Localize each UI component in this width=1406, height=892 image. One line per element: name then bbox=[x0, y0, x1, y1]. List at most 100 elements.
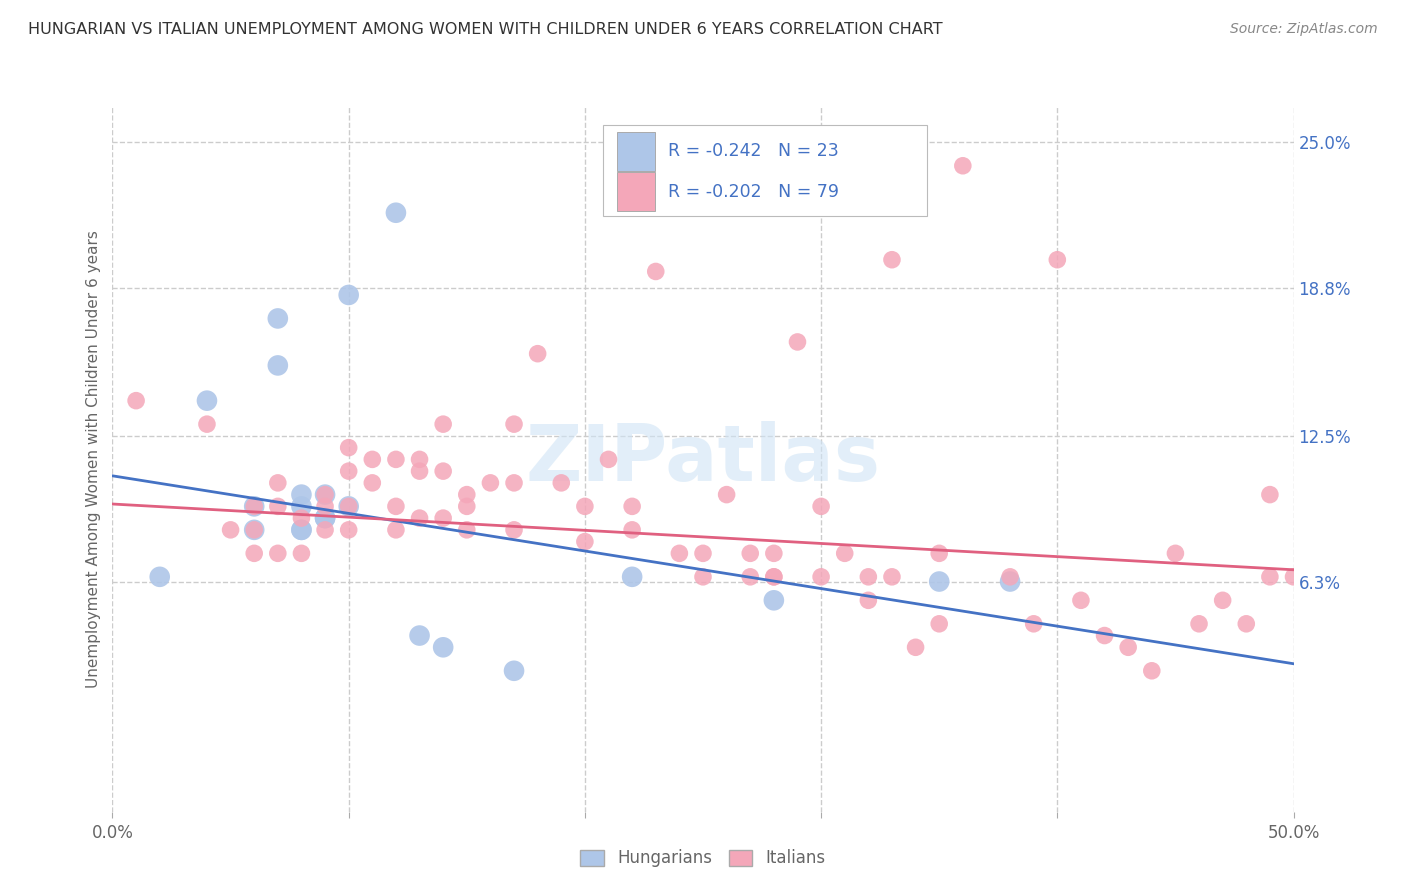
Point bbox=[598, 452, 620, 467]
Point bbox=[290, 523, 312, 537]
Point bbox=[456, 487, 478, 501]
Point bbox=[1070, 593, 1092, 607]
Text: ZIPatlas: ZIPatlas bbox=[526, 421, 880, 498]
Point bbox=[195, 417, 218, 431]
Point bbox=[786, 334, 808, 349]
Point bbox=[385, 452, 408, 467]
Point bbox=[267, 546, 290, 560]
Point bbox=[314, 523, 336, 537]
Point bbox=[574, 534, 596, 549]
Point bbox=[1022, 616, 1045, 631]
Point bbox=[928, 546, 950, 560]
Point bbox=[290, 523, 312, 537]
Point bbox=[314, 511, 336, 525]
Point bbox=[290, 546, 312, 560]
Point bbox=[692, 570, 714, 584]
Point bbox=[526, 346, 548, 360]
Point bbox=[385, 523, 408, 537]
Point bbox=[621, 500, 644, 514]
Point bbox=[692, 546, 714, 560]
Point bbox=[432, 417, 454, 431]
Point bbox=[503, 417, 526, 431]
Point bbox=[337, 523, 360, 537]
Point bbox=[361, 475, 384, 490]
Point bbox=[361, 452, 384, 467]
Y-axis label: Unemployment Among Women with Children Under 6 years: Unemployment Among Women with Children U… bbox=[86, 230, 101, 689]
Point bbox=[1234, 616, 1257, 631]
FancyBboxPatch shape bbox=[617, 132, 655, 170]
Point bbox=[195, 393, 218, 408]
Point bbox=[243, 500, 266, 514]
Point bbox=[456, 500, 478, 514]
Point bbox=[503, 664, 526, 678]
Point bbox=[290, 500, 312, 514]
Point bbox=[125, 393, 148, 408]
Point bbox=[550, 475, 572, 490]
Point bbox=[385, 205, 408, 219]
Point bbox=[1188, 616, 1211, 631]
Point bbox=[1094, 628, 1116, 642]
Point bbox=[1116, 640, 1139, 655]
Point bbox=[762, 570, 785, 584]
Point bbox=[762, 570, 785, 584]
Point bbox=[267, 500, 290, 514]
Point bbox=[1258, 570, 1281, 584]
Point bbox=[314, 487, 336, 501]
Point bbox=[1282, 570, 1305, 584]
Point bbox=[668, 546, 690, 560]
Point bbox=[998, 570, 1021, 584]
Point bbox=[432, 640, 454, 655]
Point bbox=[243, 523, 266, 537]
Point bbox=[740, 546, 762, 560]
Point bbox=[290, 487, 312, 501]
Point bbox=[432, 511, 454, 525]
Point bbox=[314, 511, 336, 525]
Point bbox=[621, 523, 644, 537]
Point bbox=[762, 546, 785, 560]
FancyBboxPatch shape bbox=[603, 125, 928, 216]
Point bbox=[880, 570, 903, 584]
Point bbox=[314, 487, 336, 501]
Point bbox=[834, 546, 856, 560]
Point bbox=[408, 452, 430, 467]
Point bbox=[337, 500, 360, 514]
Point bbox=[810, 500, 832, 514]
Text: Source: ZipAtlas.com: Source: ZipAtlas.com bbox=[1230, 22, 1378, 37]
Point bbox=[337, 288, 360, 302]
Point bbox=[408, 464, 430, 478]
Point bbox=[574, 500, 596, 514]
Point bbox=[904, 640, 927, 655]
Point bbox=[928, 574, 950, 589]
Point bbox=[762, 593, 785, 607]
Point bbox=[880, 252, 903, 267]
Point bbox=[267, 475, 290, 490]
Text: R = -0.242   N = 23: R = -0.242 N = 23 bbox=[668, 143, 838, 161]
Point bbox=[267, 311, 290, 326]
Point bbox=[267, 359, 290, 373]
Point bbox=[503, 523, 526, 537]
Point bbox=[408, 511, 430, 525]
Point bbox=[385, 500, 408, 514]
Point bbox=[621, 570, 644, 584]
FancyBboxPatch shape bbox=[617, 172, 655, 211]
Point bbox=[810, 570, 832, 584]
Point bbox=[1258, 487, 1281, 501]
Point bbox=[149, 570, 172, 584]
Point bbox=[716, 487, 738, 501]
Point bbox=[858, 593, 880, 607]
Point bbox=[1140, 664, 1163, 678]
Point bbox=[858, 570, 880, 584]
Point bbox=[432, 464, 454, 478]
Point bbox=[290, 511, 312, 525]
Point bbox=[479, 475, 502, 490]
Point bbox=[337, 464, 360, 478]
Point bbox=[243, 500, 266, 514]
Point bbox=[1046, 252, 1069, 267]
Point bbox=[219, 523, 242, 537]
Point bbox=[337, 441, 360, 455]
Point bbox=[1164, 546, 1187, 560]
Point bbox=[456, 523, 478, 537]
Point bbox=[314, 500, 336, 514]
Point bbox=[243, 546, 266, 560]
Point bbox=[952, 159, 974, 173]
